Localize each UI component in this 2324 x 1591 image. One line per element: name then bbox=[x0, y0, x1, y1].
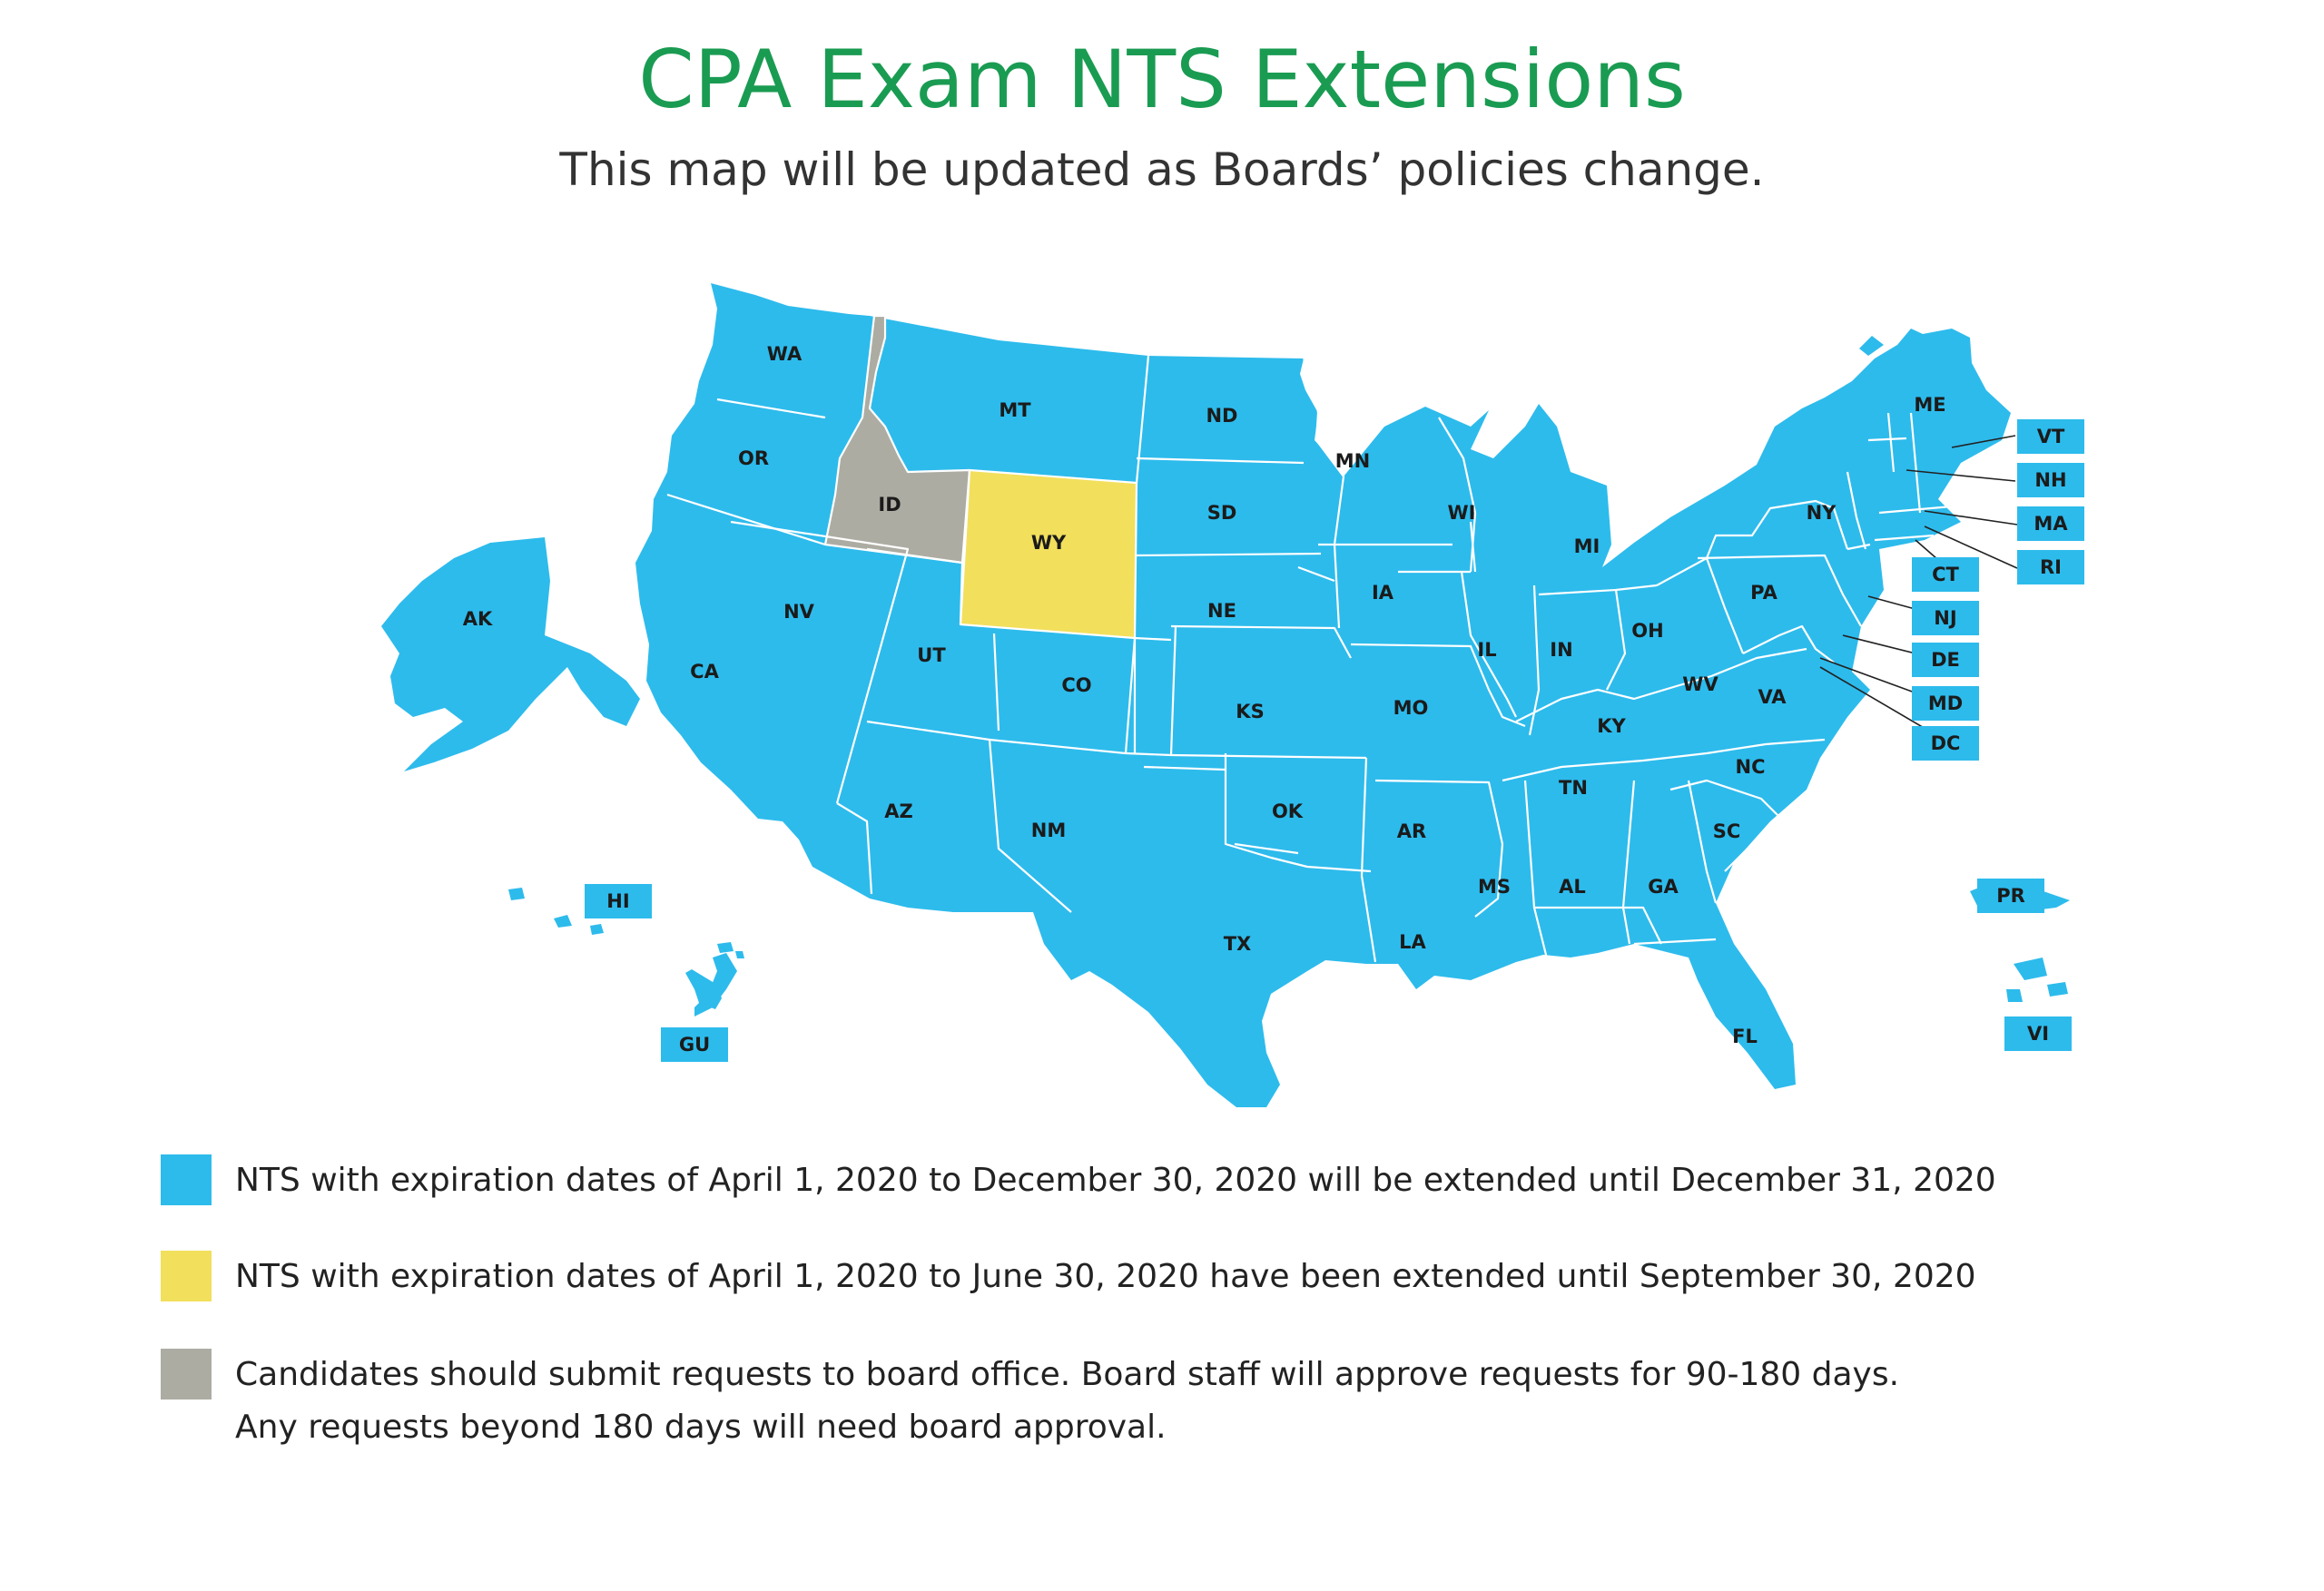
state-label-ms: MS bbox=[1478, 876, 1511, 898]
state-label-ok: OK bbox=[1272, 800, 1304, 822]
state-label-ca: CA bbox=[690, 661, 719, 683]
mainland-shape bbox=[635, 283, 2011, 1107]
state-label-ar: AR bbox=[1397, 820, 1426, 842]
territory-shape bbox=[554, 915, 572, 928]
callout-label-md: MD bbox=[1928, 692, 1963, 714]
state-label-wa: WA bbox=[767, 343, 803, 365]
territory-shape bbox=[2047, 982, 2068, 997]
state-label-oh: OH bbox=[1631, 620, 1663, 642]
callout-box-pr bbox=[1977, 879, 2044, 913]
callout-label-ct: CT bbox=[1932, 564, 1959, 585]
state-shape bbox=[825, 316, 970, 563]
territory-shape bbox=[717, 942, 734, 953]
state-label-ga: GA bbox=[1648, 876, 1679, 898]
state-label-tn: TN bbox=[1559, 777, 1588, 799]
state-label-fl: FL bbox=[1732, 1026, 1758, 1047]
state-label-il: IL bbox=[1477, 639, 1496, 661]
state-label-nd: ND bbox=[1206, 405, 1237, 427]
us-map: WA OR CA NV ID MT WY UT AZ CO NM ND SD NE KS OK TX MN IA MO… bbox=[381, 283, 2084, 1107]
territory-shape bbox=[2006, 989, 2023, 1002]
legend-swatch-gray bbox=[161, 1349, 212, 1399]
state-label-ks: KS bbox=[1236, 701, 1264, 722]
callout-label-dc: DC bbox=[1931, 732, 1961, 754]
alaska-shape bbox=[381, 537, 640, 771]
callout-box-md bbox=[1912, 686, 1979, 721]
state-label-ny: NY bbox=[1807, 502, 1837, 524]
callout-box-dc bbox=[1912, 726, 1979, 761]
callout-label-ma: MA bbox=[2034, 513, 2068, 535]
territory-shape bbox=[1832, 410, 1847, 428]
territory-shape bbox=[694, 953, 737, 1016]
state-label-in: IN bbox=[1550, 639, 1572, 661]
legend-text: NTS with expiration dates of April 1, 20… bbox=[235, 1258, 1976, 1295]
callout-label-nj: NJ bbox=[1934, 607, 1956, 629]
legend-text-line-2: Any requests beyond 180 days will need b… bbox=[235, 1409, 1167, 1446]
callout-label-ri: RI bbox=[2040, 556, 2062, 578]
callout-box-vt bbox=[2017, 419, 2084, 454]
page-title: CPA Exam NTS Extensions bbox=[638, 33, 1686, 126]
state-labels: WA OR CA NV ID MT WY UT AZ CO NM ND SD NE KS OK TX MN IA MO… bbox=[463, 343, 2069, 1056]
state-label-tx: TX bbox=[1224, 933, 1252, 955]
callout-box-ri bbox=[2017, 550, 2084, 584]
state-label-mn: MN bbox=[1335, 450, 1370, 472]
territory-shape bbox=[508, 888, 525, 900]
callout-label-de: DE bbox=[1931, 649, 1960, 671]
state-label-sd: SD bbox=[1207, 502, 1237, 524]
callout-label-pr: PR bbox=[1996, 885, 2025, 907]
callout-boxes bbox=[585, 419, 2084, 1062]
state-label-ia: IA bbox=[1372, 582, 1394, 604]
state-label-ak: AK bbox=[463, 608, 493, 630]
state-label-or: OR bbox=[738, 447, 769, 469]
state-label-mo: MO bbox=[1393, 697, 1429, 719]
callout-label-hi: HI bbox=[606, 890, 629, 912]
callout-label-vi: VI bbox=[2027, 1023, 2049, 1045]
callout-box-hi bbox=[585, 884, 652, 918]
state-label-wv: WV bbox=[1682, 673, 1718, 695]
callout-box-de bbox=[1912, 643, 1979, 677]
state-label-ky: KY bbox=[1597, 715, 1626, 737]
callout-box-ct bbox=[1912, 557, 1979, 592]
territory-shape bbox=[590, 924, 604, 935]
callout-box-gu bbox=[661, 1027, 728, 1062]
legend-text: NTS with expiration dates of April 1, 20… bbox=[235, 1162, 1996, 1199]
state-label-co: CO bbox=[1061, 674, 1091, 696]
legend-swatch-yellow bbox=[161, 1251, 212, 1301]
territory-shape bbox=[1859, 336, 1884, 356]
legend-text: Candidates should submit requests to boa… bbox=[235, 1356, 1900, 1393]
territory-shape bbox=[2014, 958, 2047, 980]
state-label-sc: SC bbox=[1713, 820, 1741, 842]
page-subtitle: This map will be updated as Boards’ poli… bbox=[559, 143, 1765, 196]
callout-box-nj bbox=[1912, 601, 1979, 635]
state-label-ne: NE bbox=[1207, 600, 1236, 622]
state-label-mi: MI bbox=[1574, 535, 1600, 557]
callout-box-vi bbox=[2004, 1016, 2072, 1051]
state-label-ut: UT bbox=[917, 644, 946, 666]
state-borders bbox=[666, 314, 1953, 963]
callout-box-ma bbox=[2017, 506, 2084, 541]
state-label-va: VA bbox=[1758, 686, 1787, 708]
legend-swatch-blue bbox=[161, 1154, 212, 1205]
callout-label-vt: VT bbox=[2037, 426, 2065, 447]
state-label-id: ID bbox=[878, 494, 901, 516]
state-label-al: AL bbox=[1559, 876, 1586, 898]
state-shape bbox=[960, 470, 1137, 638]
territory-shape bbox=[735, 951, 744, 958]
callout-label-nh: NH bbox=[2034, 469, 2066, 491]
state-label-la: LA bbox=[1399, 931, 1426, 953]
state-label-me: ME bbox=[1914, 394, 1945, 416]
callout-label-gu: GU bbox=[679, 1034, 710, 1056]
state-label-wi: WI bbox=[1448, 502, 1476, 524]
state-label-pa: PA bbox=[1750, 582, 1777, 604]
state-label-nm: NM bbox=[1031, 820, 1066, 841]
state-label-nc: NC bbox=[1736, 756, 1766, 778]
state-label-nv: NV bbox=[783, 601, 815, 623]
state-label-az: AZ bbox=[884, 800, 912, 822]
callout-box-nh bbox=[2017, 463, 2084, 497]
state-label-mt: MT bbox=[999, 399, 1031, 421]
state-label-wy: WY bbox=[1031, 532, 1067, 554]
